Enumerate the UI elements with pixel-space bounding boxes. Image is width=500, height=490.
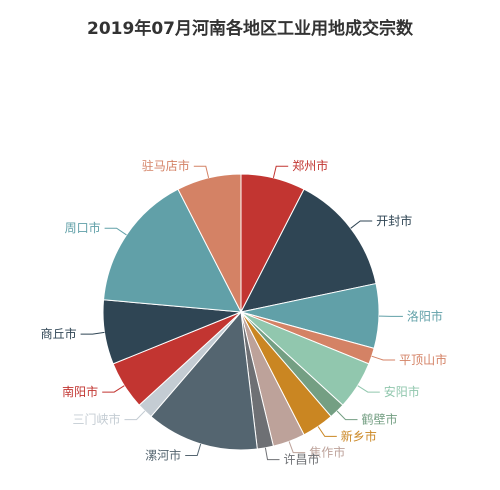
label-line-12: [102, 385, 125, 393]
slice-label-14: 周口市: [65, 220, 101, 235]
pie-slice-10[interactable]: [150, 310, 258, 451]
label-line-15: [193, 165, 210, 179]
label-line-6: [336, 410, 358, 421]
label-line-14: [104, 227, 127, 236]
pie-slice-2[interactable]: [240, 188, 377, 313]
slice-label-7: 新乡市: [341, 428, 377, 443]
slice-label-1: 郑州市: [292, 158, 328, 173]
slice-label-4: 平顶山市: [399, 352, 447, 367]
chart-title: 2019年07月河南各地区工业用地成交宗数: [87, 19, 413, 39]
slice-label-6: 鹤壁市: [362, 412, 398, 427]
label-line-4: [371, 355, 396, 361]
slice-label-3: 洛阳市: [407, 308, 443, 323]
pie-slice-14[interactable]: [103, 188, 242, 313]
slice-label-9: 许昌市: [284, 452, 320, 467]
pie-slice-15[interactable]: [177, 173, 242, 313]
slice-label-2: 开封市: [376, 213, 412, 228]
label-line-8: [288, 441, 306, 454]
slice-label-5: 安阳市: [384, 384, 420, 399]
label-line-10: [185, 443, 202, 456]
label-line-1: [272, 165, 289, 179]
slice-label-8: 焦作市: [309, 445, 345, 460]
slice-label-11: 三门峡市: [72, 412, 120, 427]
label-line-5: [357, 385, 380, 393]
slice-label-12: 南阳市: [62, 384, 98, 399]
label-line-7: [317, 426, 337, 437]
label-line-9: [264, 447, 280, 461]
label-line-2: [350, 220, 373, 229]
label-line-13: [80, 331, 105, 335]
slice-label-15: 驻马店市: [142, 158, 190, 173]
label-line-11: [124, 410, 146, 421]
slice-label-13: 商丘市: [41, 326, 77, 341]
slice-label-10: 漯河市: [145, 448, 181, 463]
